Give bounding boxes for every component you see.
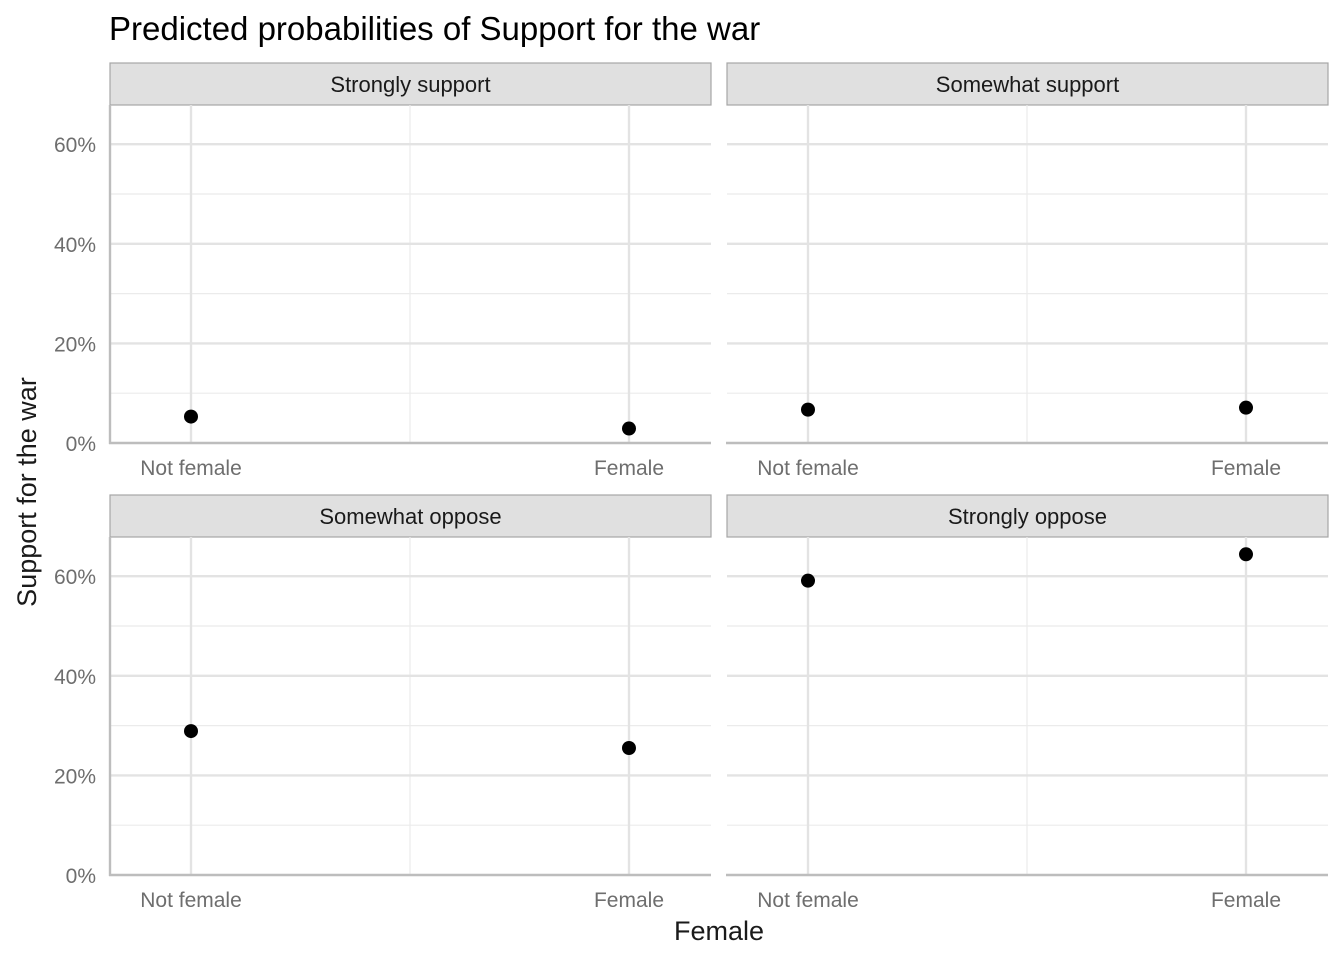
y-axis-title: Support for the war	[12, 377, 42, 607]
facet-strip	[726, 494, 1329, 538]
data-point	[1239, 547, 1253, 562]
facet-panel: Somewhat oppose 0% 20% 40% 60% Not female Fema…	[54, 494, 712, 912]
data-point	[801, 402, 815, 417]
facet-panel: Strongly oppose Not female Female	[726, 494, 1329, 912]
chart-title: Predicted probabilities of Support for t…	[109, 10, 760, 47]
y-tick-label: 40%	[54, 666, 96, 689]
data-point	[801, 573, 815, 588]
y-tick-label: 20%	[54, 333, 96, 356]
facet-panel: Somewhat support Not female Female	[726, 62, 1329, 480]
data-point	[1239, 400, 1253, 415]
facet-strip	[109, 494, 712, 538]
facet-strip-label: Somewhat support	[936, 72, 1119, 97]
x-tick-label: Female	[1211, 889, 1281, 912]
y-tick-label: 0%	[66, 865, 96, 888]
data-point	[184, 724, 198, 739]
facet-panel: Strongly support 0% 20% 40% 60% Not female Fem…	[54, 62, 712, 480]
facet-panels: Strongly support 0% 20% 40% 60% Not female Fem…	[54, 62, 1329, 912]
y-tick-label: 40%	[54, 234, 96, 257]
x-tick-label: Female	[594, 889, 664, 912]
x-tick-label: Not female	[140, 457, 242, 480]
y-tick-label: 0%	[66, 433, 96, 456]
x-tick-label: Not female	[757, 889, 859, 912]
y-tick-label: 60%	[54, 134, 96, 157]
y-tick-label: 20%	[54, 765, 96, 788]
facet-strip-label: Somewhat oppose	[319, 504, 501, 529]
x-tick-label: Female	[594, 457, 664, 480]
data-point	[622, 741, 636, 756]
data-point	[622, 421, 636, 436]
x-tick-label: Not female	[140, 889, 242, 912]
data-point	[184, 409, 198, 424]
facet-strip	[726, 62, 1329, 106]
x-axis-title: Female	[674, 916, 764, 946]
facet-strip-label: Strongly support	[330, 72, 490, 97]
x-tick-label: Not female	[757, 457, 859, 480]
facet-strip	[109, 62, 712, 106]
x-tick-label: Female	[1211, 457, 1281, 480]
facet-strip-label: Strongly oppose	[948, 504, 1107, 529]
y-tick-label: 60%	[54, 566, 96, 589]
